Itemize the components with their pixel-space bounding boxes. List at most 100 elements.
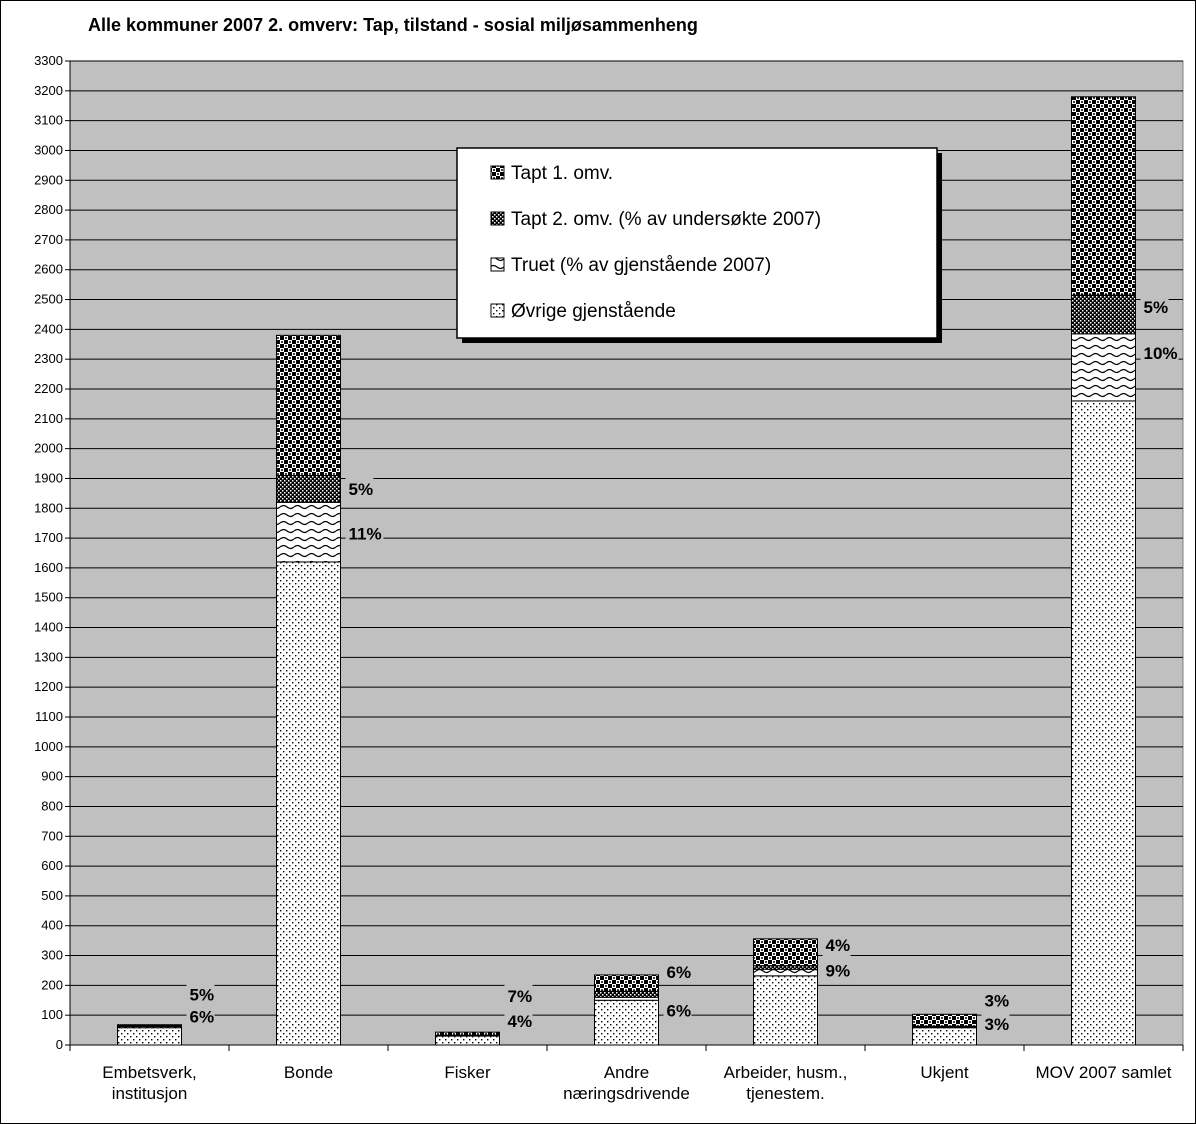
bar-segment [1071,294,1136,335]
y-tick-label: 1900 [34,470,63,485]
data-label: 6% [667,963,692,982]
y-tick-label: 3100 [34,113,63,128]
legend-box [456,147,938,339]
bar-segment [753,965,818,970]
y-tick-label: 100 [41,1007,63,1022]
y-tick-label: 1700 [34,530,63,545]
data-label-bg [822,933,851,957]
y-tick-label: 2000 [34,441,63,456]
data-label: 5% [190,985,215,1004]
bar-segment [276,561,341,1046]
data-label-bg [981,988,1010,1012]
data-label: 10% [1144,344,1178,363]
y-tick-label: 2200 [34,381,63,396]
data-label: 5% [349,480,374,499]
y-tick-label: 900 [41,769,63,784]
x-tick-label: institusjon [112,1084,188,1103]
legend-entry: Truet (% av gjenstående 2007) [511,255,771,276]
y-tick-label: 1600 [34,560,63,575]
bar-segment [753,938,818,967]
data-label-bg [504,983,533,1007]
x-tick-label: Andre [604,1063,649,1082]
x-tick-label: Arbeider, husm., [724,1063,848,1082]
legend-swatch [490,165,505,180]
data-label: 6% [190,1008,215,1027]
data-label-bg [1140,341,1179,365]
bar-segment [1071,333,1136,402]
y-tick-label: 2400 [34,321,63,336]
bar-segment [594,999,659,1046]
bar-segment [276,501,341,563]
data-label-bg [345,476,374,500]
y-tick-label: 0 [56,1037,63,1052]
data-label: 7% [508,987,533,1006]
data-label-bg [186,982,215,1006]
bar-segment [117,1024,182,1027]
bar-segment [594,974,659,992]
y-tick-label: 300 [41,948,63,963]
bar-segment [435,1031,500,1036]
bar-segment [753,968,818,977]
bar-segment [912,1027,977,1046]
y-tick-label: 400 [41,918,63,933]
y-tick-label: 3200 [34,83,63,98]
data-label-bg [1140,295,1169,318]
chart-title: Alle kommuner 2007 2. omverv: Tap, tilst… [88,15,698,35]
data-label-bg [981,1012,1010,1036]
y-tick-label: 3000 [34,142,63,157]
y-tick-label: 500 [41,888,63,903]
y-tick-label: 800 [41,798,63,813]
y-tick-label: 2600 [34,262,63,277]
y-tick-label: 200 [41,977,63,992]
y-tick-label: 2800 [34,202,63,217]
legend-entry: Tapt 2. omv. (% av undersøkte 2007) [511,209,821,230]
y-tick-label: 1000 [34,739,63,754]
y-tick-label: 1400 [34,620,63,635]
data-label: 3% [985,1015,1010,1034]
data-label: 6% [667,1002,692,1021]
x-tick-label: tjenestem. [746,1084,824,1103]
data-label: 5% [1144,298,1169,317]
legend-swatch [490,211,505,226]
y-tick-label: 1300 [34,649,63,664]
data-label: 9% [826,961,851,980]
bar-segment [594,990,659,998]
data-label: 3% [985,991,1010,1010]
bar-segment [1071,400,1136,1046]
data-label: 4% [508,1012,533,1031]
bar-segment [912,1013,977,1027]
legend-entry: Tapt 1. omv. [511,163,613,184]
bar-segment [1071,96,1136,296]
bar-segment [753,975,818,1046]
y-tick-label: 600 [41,858,63,873]
bar-segment [276,334,341,476]
data-label-bg [345,521,384,545]
bar-segment [276,474,341,503]
data-label: 11% [349,525,382,544]
data-label-bg [186,1004,215,1028]
y-tick-label: 1800 [34,500,63,515]
y-tick-label: 1200 [34,679,63,694]
x-tick-label: Fisker [444,1063,491,1082]
y-tick-label: 1100 [35,709,63,724]
legend-swatch [490,303,505,318]
x-tick-label: MOV 2007 samlet [1035,1063,1171,1082]
legend-entry: Øvrige gjenstående [511,301,676,322]
y-tick-label: 2900 [34,172,63,187]
legend-swatch [490,257,505,272]
data-label-bg [504,1009,533,1033]
y-tick-label: 700 [41,828,63,843]
y-tick-label: 2700 [34,232,63,247]
x-tick-label: Embetsverk, [102,1063,196,1082]
x-tick-label: Bonde [284,1063,333,1082]
data-label-bg [663,959,692,983]
y-tick-label: 2100 [34,411,63,426]
data-label-bg [822,958,851,982]
bar-segment [117,1027,182,1046]
x-tick-label: næringsdrivende [563,1084,690,1103]
y-tick-label: 1500 [34,590,63,605]
bar-segment [435,1035,500,1046]
y-tick-label: 3300 [34,53,63,68]
